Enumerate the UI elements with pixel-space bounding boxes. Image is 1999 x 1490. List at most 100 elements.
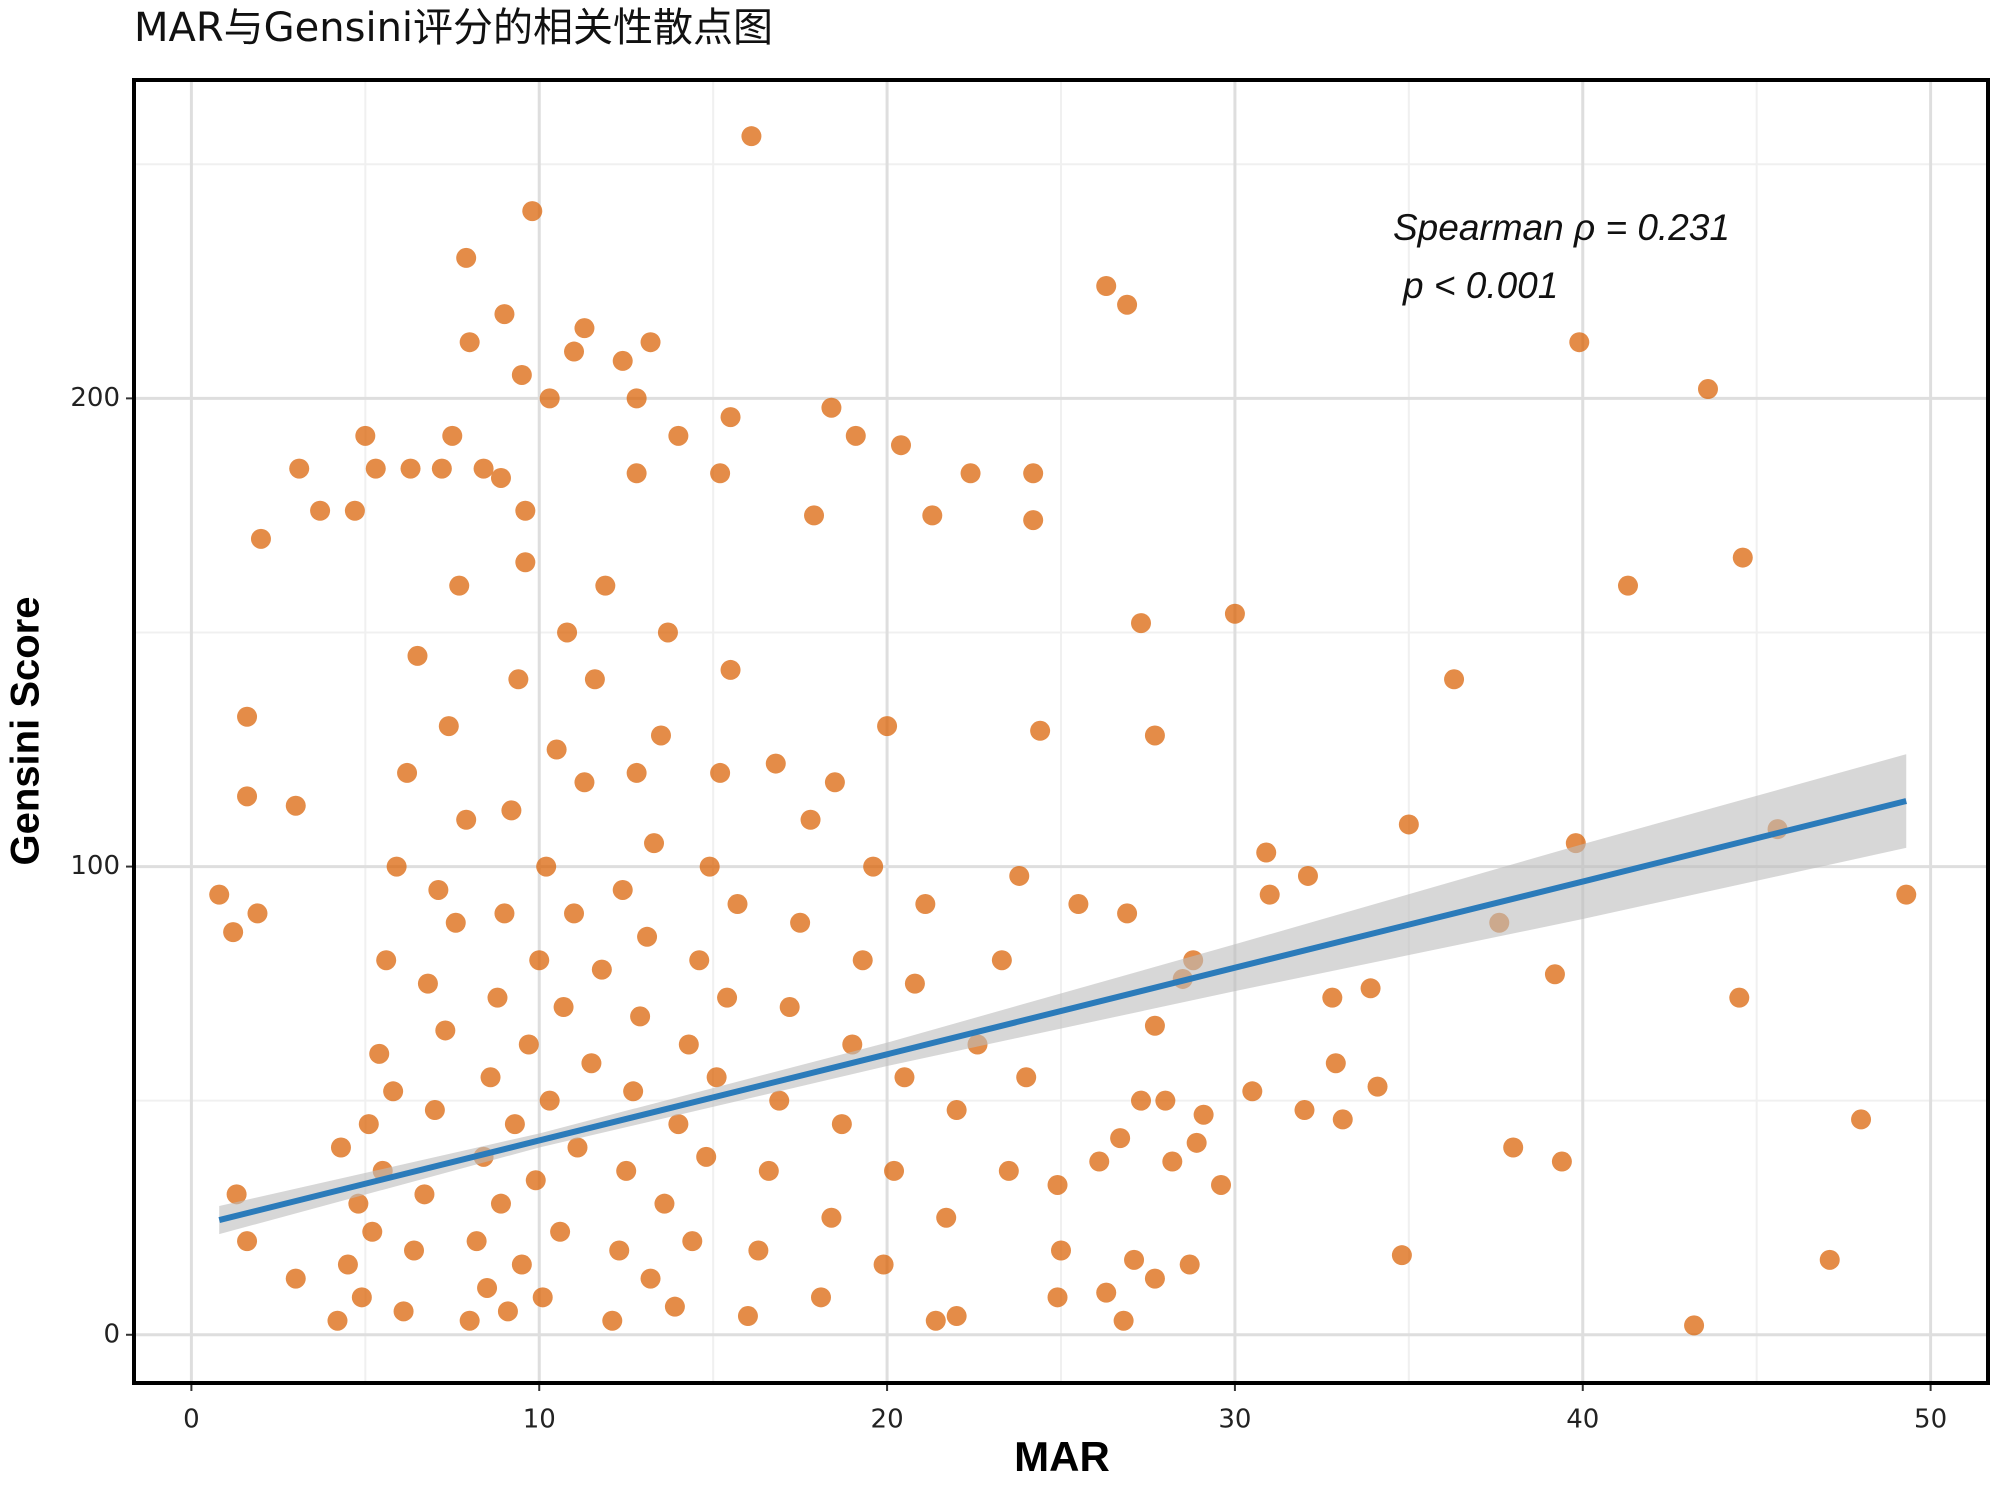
point bbox=[804, 505, 825, 526]
point bbox=[741, 126, 762, 147]
point bbox=[1030, 720, 1051, 741]
point bbox=[1096, 1282, 1117, 1303]
point bbox=[1144, 1015, 1165, 1036]
point bbox=[821, 397, 842, 418]
point bbox=[494, 903, 515, 924]
point bbox=[435, 1020, 456, 1041]
point bbox=[1503, 1137, 1524, 1158]
point bbox=[960, 463, 981, 484]
point bbox=[480, 1067, 501, 1088]
point bbox=[1016, 1067, 1037, 1088]
point bbox=[1023, 510, 1044, 531]
point bbox=[369, 1043, 390, 1064]
point bbox=[536, 856, 557, 877]
point bbox=[407, 645, 428, 666]
point bbox=[877, 716, 898, 737]
point bbox=[644, 833, 665, 854]
point bbox=[727, 894, 748, 915]
point bbox=[657, 622, 678, 643]
point bbox=[925, 1310, 946, 1331]
point bbox=[616, 1160, 637, 1181]
point bbox=[438, 716, 459, 737]
annotation: p < 0.001 bbox=[1402, 265, 1558, 306]
point bbox=[1162, 1151, 1183, 1172]
point bbox=[810, 1287, 831, 1308]
point bbox=[890, 435, 911, 456]
x-tick-label: 0 bbox=[183, 1405, 200, 1435]
point bbox=[623, 1081, 644, 1102]
point bbox=[748, 1240, 769, 1261]
point bbox=[414, 1184, 435, 1205]
annotation: Spearman ρ = 0.231 bbox=[1393, 207, 1730, 248]
point bbox=[1186, 1132, 1207, 1153]
point bbox=[459, 332, 480, 353]
point bbox=[1367, 1076, 1388, 1097]
point bbox=[946, 1100, 967, 1121]
point bbox=[720, 407, 741, 428]
point bbox=[223, 922, 244, 943]
point bbox=[1068, 894, 1089, 915]
x-tick-label: 40 bbox=[1566, 1405, 1599, 1435]
point bbox=[501, 800, 522, 821]
point bbox=[1851, 1109, 1872, 1130]
point bbox=[518, 1034, 539, 1055]
point bbox=[237, 1231, 258, 1252]
point bbox=[327, 1310, 348, 1331]
point bbox=[1117, 294, 1138, 315]
point bbox=[237, 786, 258, 807]
point bbox=[845, 425, 866, 446]
x-tick-label: 50 bbox=[1914, 1405, 1947, 1435]
point bbox=[386, 856, 407, 877]
point bbox=[842, 1034, 863, 1055]
point bbox=[706, 1067, 727, 1088]
point bbox=[612, 350, 633, 371]
point bbox=[664, 1296, 685, 1317]
point bbox=[710, 762, 731, 783]
point bbox=[1113, 1310, 1134, 1331]
point bbox=[710, 463, 731, 484]
x-tick-label: 30 bbox=[1218, 1405, 1251, 1435]
point bbox=[400, 458, 421, 479]
point bbox=[936, 1207, 957, 1228]
point bbox=[209, 884, 230, 905]
point bbox=[1047, 1287, 1068, 1308]
point bbox=[884, 1160, 905, 1181]
point bbox=[247, 903, 268, 924]
point bbox=[873, 1254, 894, 1275]
point bbox=[564, 903, 585, 924]
point bbox=[1297, 865, 1318, 886]
point bbox=[477, 1277, 498, 1298]
point bbox=[637, 926, 658, 947]
point bbox=[497, 1301, 518, 1322]
point bbox=[490, 467, 511, 488]
point bbox=[595, 575, 616, 596]
point bbox=[1294, 1100, 1315, 1121]
point bbox=[358, 1114, 379, 1135]
point bbox=[737, 1306, 758, 1327]
point bbox=[584, 669, 605, 690]
point bbox=[591, 959, 612, 980]
point bbox=[456, 809, 477, 830]
point bbox=[1391, 1245, 1412, 1266]
point bbox=[351, 1287, 372, 1308]
point bbox=[456, 247, 477, 268]
point bbox=[1096, 276, 1117, 297]
point bbox=[515, 500, 536, 521]
point bbox=[699, 856, 720, 877]
point bbox=[285, 1268, 306, 1289]
point bbox=[348, 1193, 369, 1214]
point bbox=[1444, 669, 1465, 690]
point bbox=[863, 856, 884, 877]
point bbox=[553, 997, 574, 1018]
x-tick-label: 20 bbox=[871, 1405, 904, 1435]
point bbox=[668, 425, 689, 446]
point bbox=[511, 364, 532, 385]
point bbox=[1117, 903, 1138, 924]
point bbox=[689, 950, 710, 971]
point bbox=[678, 1034, 699, 1055]
point bbox=[289, 458, 310, 479]
point bbox=[640, 1268, 661, 1289]
point bbox=[1131, 613, 1152, 634]
point bbox=[1131, 1090, 1152, 1111]
